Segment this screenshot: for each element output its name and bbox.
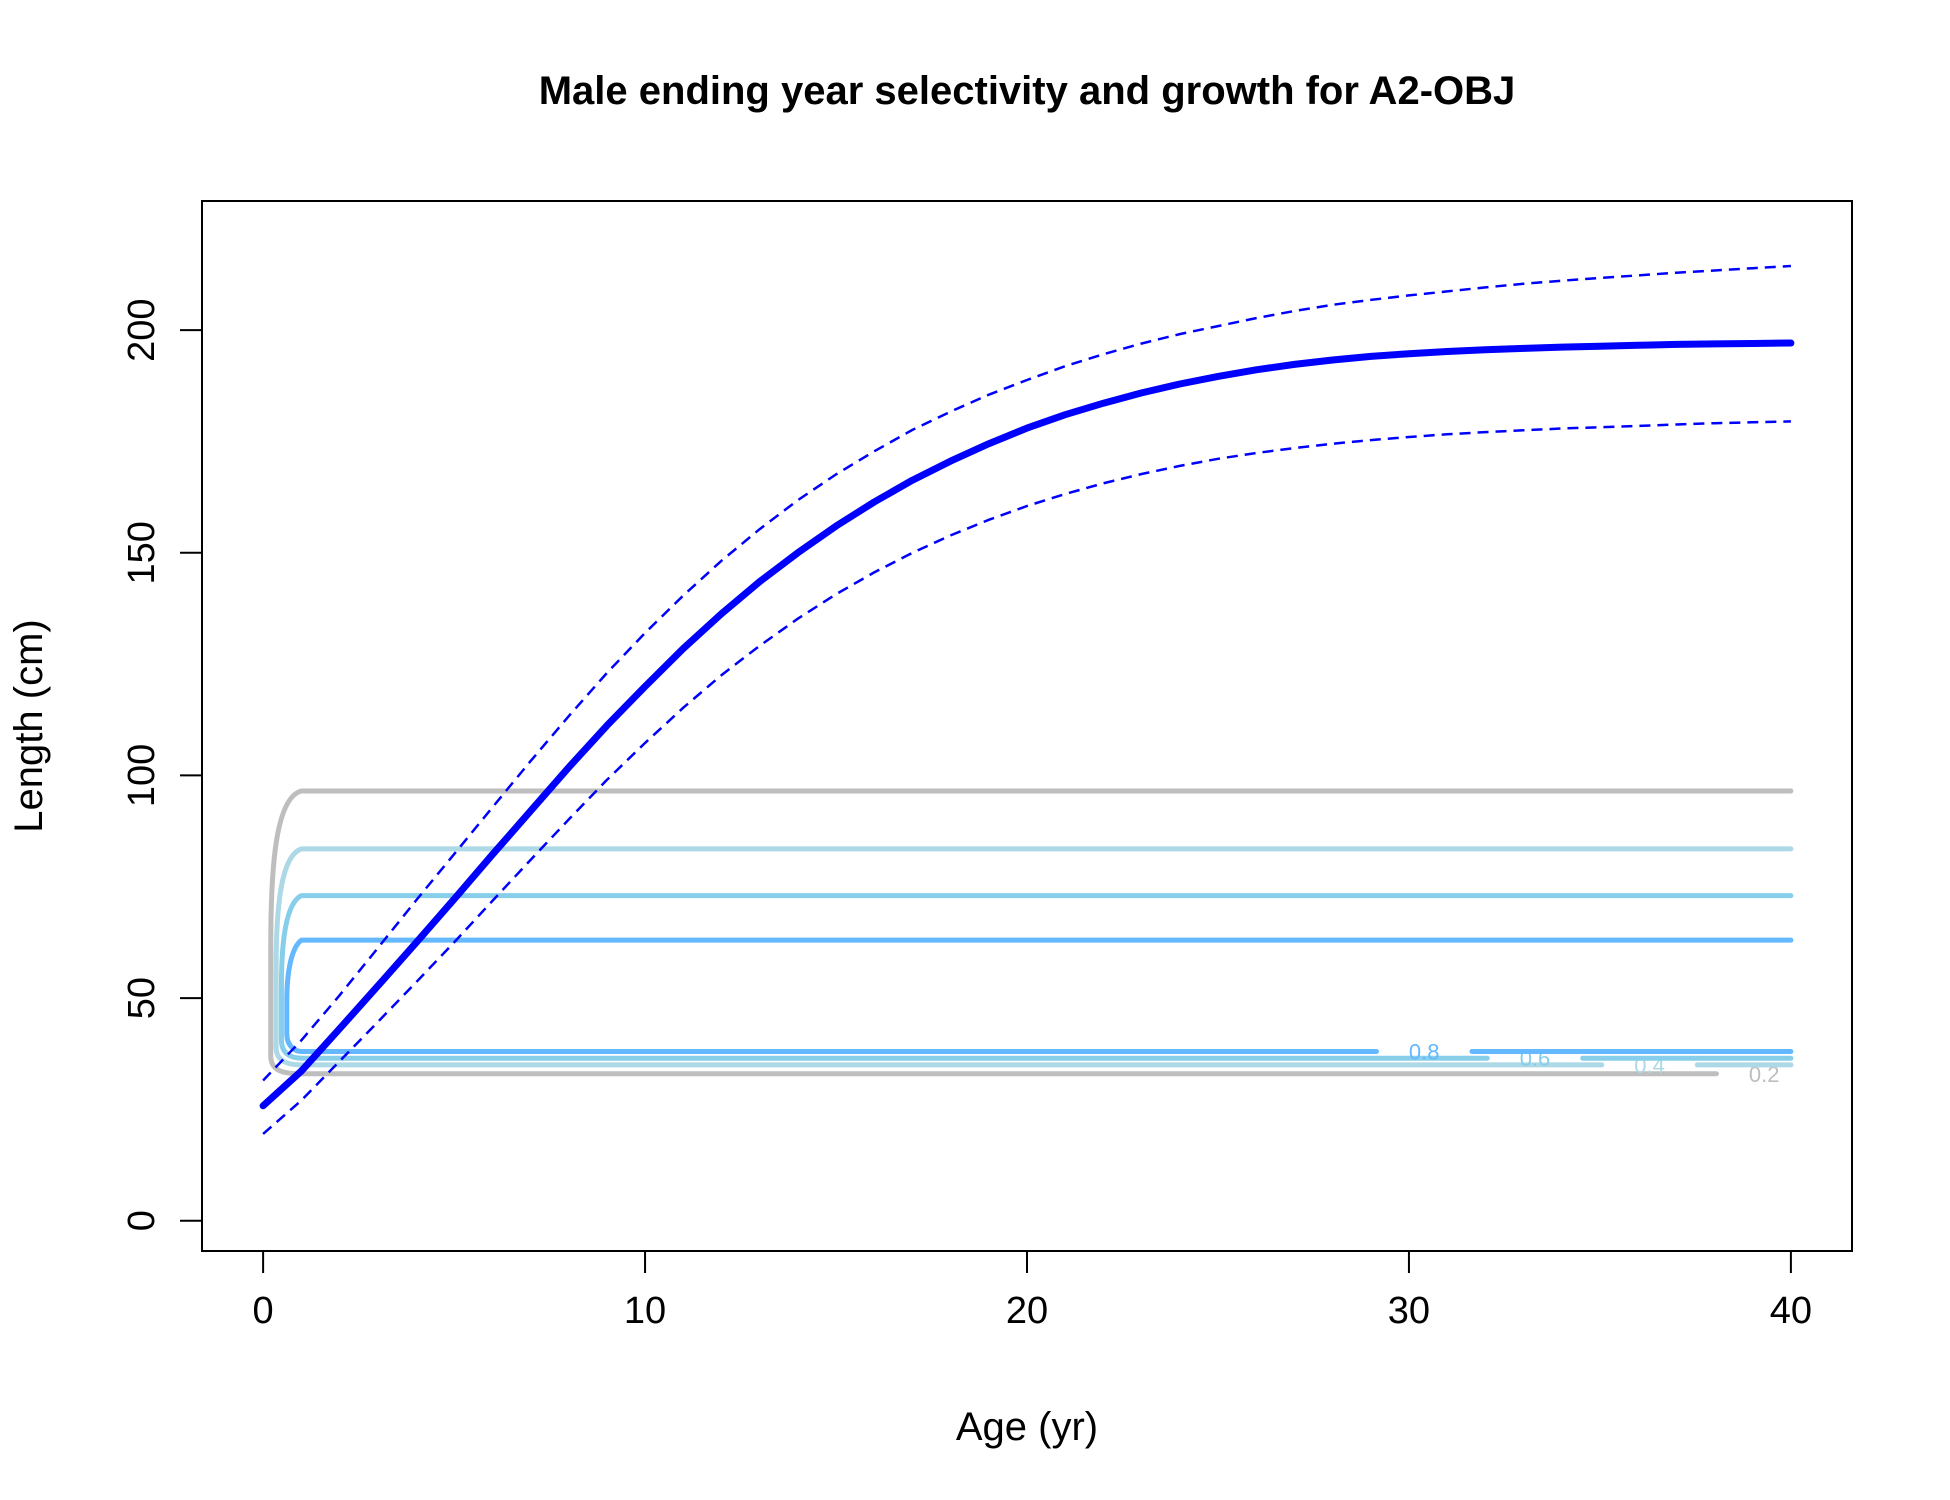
y-tick-label: 200: [121, 298, 163, 361]
x-axis-label: Age (yr): [956, 1405, 1098, 1449]
growth-lower-interval-line: [262, 420, 1791, 1135]
y-tick-label: 150: [121, 521, 163, 584]
selectivity-contour-0.8: [284, 937, 1794, 1055]
chart-title: Male ending year selectivity and growth …: [539, 69, 1516, 113]
selectivity-contours: 0.20.40.60.8: [268, 788, 1794, 1087]
y-axis-label: Length (cm): [7, 619, 51, 832]
selectivity-contour-0.6: [278, 893, 1794, 1061]
growth-curves: [259, 264, 1795, 1135]
selectivity-contour-0.2: [268, 788, 1794, 1077]
x-tick-label: 40: [1770, 1290, 1812, 1332]
y-axis: 0 50 100 150 200: [121, 298, 203, 1231]
x-tick-label: 20: [1006, 1290, 1048, 1332]
y-tick-label: 0: [121, 1210, 163, 1231]
growth-mean-line: [259, 339, 1795, 1110]
selectivity-contour-0.4: [273, 846, 1794, 1068]
x-tick-label: 30: [1388, 1290, 1430, 1332]
x-axis: 0 10 20 30 40: [253, 1250, 1812, 1332]
x-tick-label: 10: [624, 1290, 666, 1332]
growth-upper-interval-line: [262, 264, 1791, 1082]
contour-label: 0.8: [1409, 1040, 1440, 1065]
y-tick-label: 100: [121, 744, 163, 807]
y-tick-label: 50: [121, 977, 163, 1019]
x-tick-label: 0: [253, 1290, 274, 1332]
